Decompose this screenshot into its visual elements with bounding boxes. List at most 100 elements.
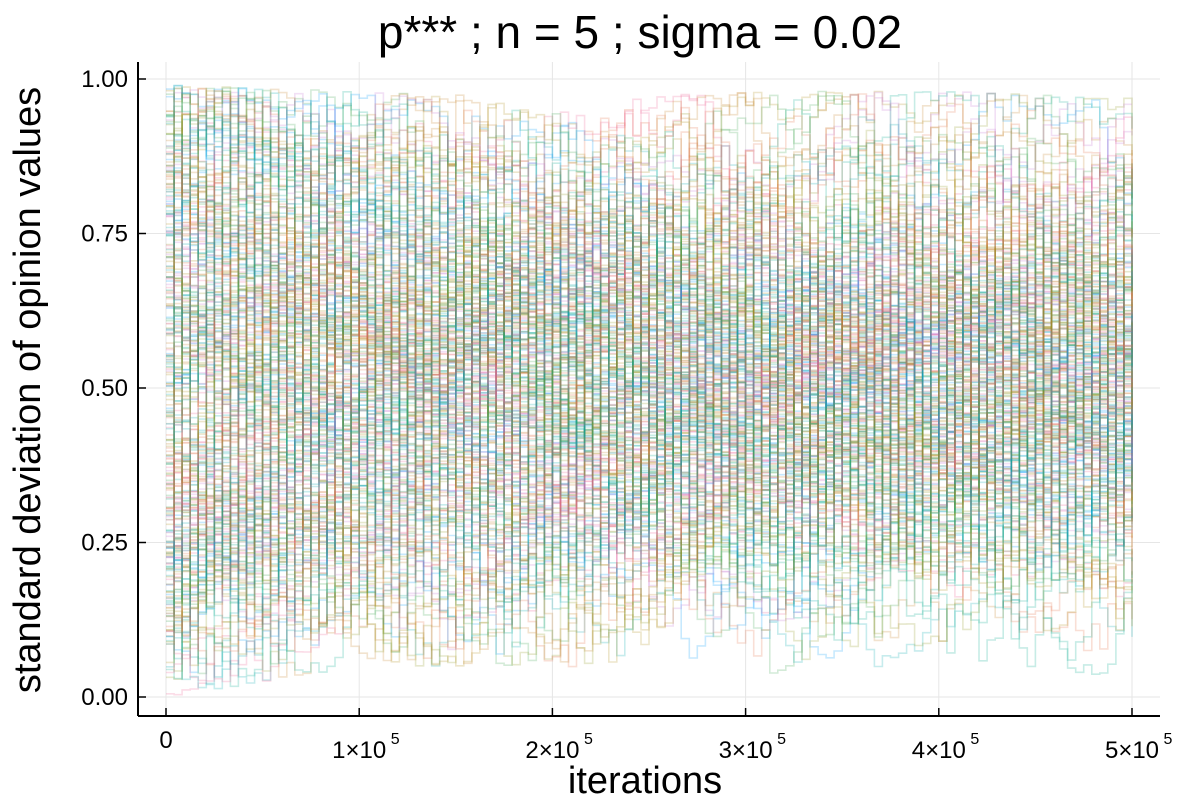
series-line (166, 126, 1133, 526)
series-line (166, 229, 1133, 620)
series-line (166, 204, 1133, 443)
series-line (166, 360, 1133, 625)
series-line (166, 234, 1133, 470)
x-tick-label: 0 (159, 727, 172, 754)
series-line (166, 226, 1133, 552)
series-line (166, 121, 1133, 542)
series-line (166, 163, 1133, 433)
series-line (166, 186, 1133, 562)
series-line (166, 169, 1133, 446)
series-line (166, 114, 1133, 488)
series-line (166, 355, 1133, 562)
series-line (166, 131, 1133, 560)
series-line (166, 252, 1133, 665)
x-tick-exponent: 5 (970, 731, 979, 748)
series-line (166, 306, 1133, 562)
series-line (166, 379, 1133, 640)
series-line (166, 94, 1133, 297)
series-line (166, 199, 1133, 457)
series-line (166, 178, 1133, 615)
series-line (166, 91, 1133, 526)
x-tick-label: 3×10 (719, 737, 773, 764)
series-line (166, 163, 1133, 394)
series-line (166, 399, 1133, 666)
series-line (166, 195, 1133, 448)
series-line (166, 148, 1133, 347)
series-line (166, 358, 1133, 664)
x-tick-exponent: 5 (777, 731, 786, 748)
series-line (166, 257, 1133, 683)
y-tick-label: 0.25 (81, 530, 128, 557)
series-line (166, 121, 1133, 528)
chart-title: p*** ; n = 5 ; sigma = 0.02 (378, 6, 902, 58)
x-tick-label: 1×10 (332, 737, 386, 764)
series-line (166, 187, 1133, 550)
series-line (166, 262, 1133, 543)
series-line (166, 111, 1133, 324)
series-line (166, 240, 1133, 608)
series-line (166, 138, 1133, 454)
series-line (166, 294, 1133, 651)
series-line (166, 89, 1133, 451)
series-line (166, 90, 1133, 414)
series-line (166, 111, 1133, 489)
series-line (166, 404, 1133, 617)
series-line (166, 295, 1133, 582)
series-line (166, 208, 1133, 533)
series-line (166, 243, 1133, 419)
series-line (166, 187, 1133, 457)
series-line (166, 269, 1133, 625)
series-line (166, 188, 1133, 453)
series-line (166, 350, 1133, 638)
axes: 0.000.250.500.751.000 1×10 5 2×10 5 3×10 5 4×10… (81, 62, 1173, 764)
y-tick-label: 1.00 (81, 66, 128, 93)
series-line (166, 158, 1133, 408)
series-line (166, 362, 1133, 688)
series-line (166, 289, 1133, 640)
series-line (166, 115, 1133, 608)
series-line (166, 315, 1133, 593)
series-line (166, 383, 1133, 630)
series-line (166, 280, 1133, 484)
series-line (166, 167, 1133, 642)
series-line (166, 287, 1133, 586)
series-line (166, 193, 1133, 358)
series-line (166, 237, 1133, 511)
series-line (166, 92, 1133, 483)
series-line (166, 277, 1133, 457)
series-line (166, 178, 1133, 412)
series-line (166, 94, 1133, 348)
series-line (166, 341, 1133, 653)
series-line (166, 113, 1133, 383)
series-line (166, 261, 1133, 532)
series-line (166, 210, 1133, 490)
series-line (166, 400, 1133, 675)
series-line (166, 314, 1133, 590)
series-line (166, 228, 1133, 509)
series-line (166, 273, 1133, 678)
series-line (166, 225, 1133, 521)
series-line (166, 202, 1132, 533)
series-line (166, 97, 1133, 462)
series-line (166, 243, 1133, 579)
x-tick-label: 2×10 (525, 737, 579, 764)
series-line (166, 398, 1133, 663)
series-line (166, 253, 1133, 492)
series-line (166, 257, 1133, 638)
series-line (166, 227, 1133, 520)
series-line (166, 205, 1133, 416)
series-line (166, 346, 1133, 578)
grid (138, 62, 1160, 716)
series-line (166, 92, 1133, 408)
series-line (166, 165, 1133, 586)
series-line (166, 248, 1133, 602)
series-line (166, 145, 1133, 595)
series-line (166, 145, 1133, 431)
series-line (166, 190, 1133, 348)
series-line (166, 92, 1133, 617)
series-line (166, 87, 1133, 522)
series-line (166, 92, 1133, 557)
series-line (166, 109, 1133, 620)
series-line (166, 94, 1133, 407)
series-line (166, 236, 1133, 521)
